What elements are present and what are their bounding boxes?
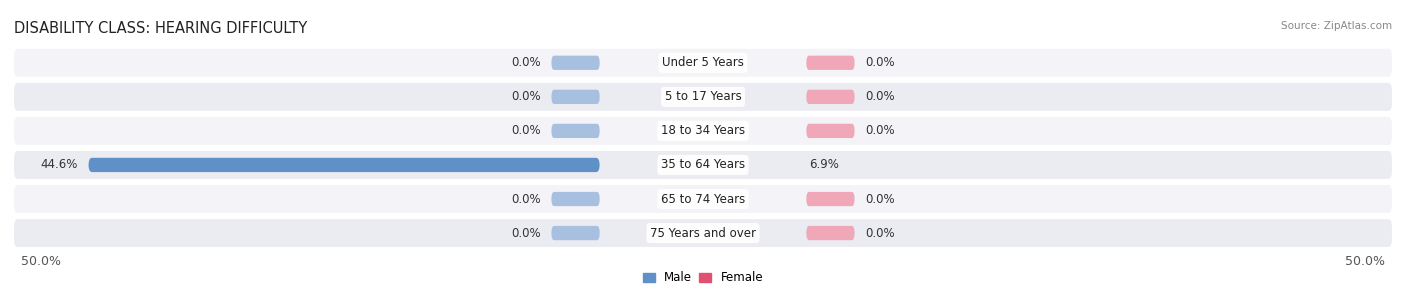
FancyBboxPatch shape: [807, 90, 855, 104]
Text: 50.0%: 50.0%: [1346, 255, 1385, 268]
Text: DISABILITY CLASS: HEARING DIFFICULTY: DISABILITY CLASS: HEARING DIFFICULTY: [14, 21, 308, 36]
Text: 18 to 34 Years: 18 to 34 Years: [661, 124, 745, 137]
Text: 65 to 74 Years: 65 to 74 Years: [661, 192, 745, 206]
FancyBboxPatch shape: [14, 117, 1392, 145]
Legend: Male, Female: Male, Female: [638, 267, 768, 289]
FancyBboxPatch shape: [807, 56, 855, 70]
FancyBboxPatch shape: [14, 83, 1392, 111]
FancyBboxPatch shape: [551, 192, 599, 206]
Text: 6.9%: 6.9%: [808, 159, 839, 171]
FancyBboxPatch shape: [807, 124, 855, 138]
FancyBboxPatch shape: [551, 124, 599, 138]
FancyBboxPatch shape: [551, 226, 599, 240]
FancyBboxPatch shape: [14, 219, 1392, 247]
Text: 0.0%: 0.0%: [510, 192, 540, 206]
FancyBboxPatch shape: [89, 158, 599, 172]
Text: 0.0%: 0.0%: [510, 56, 540, 69]
FancyBboxPatch shape: [14, 49, 1392, 77]
Text: 75 Years and over: 75 Years and over: [650, 227, 756, 239]
Text: 50.0%: 50.0%: [21, 255, 60, 268]
Text: 0.0%: 0.0%: [866, 90, 896, 103]
Text: 0.0%: 0.0%: [510, 227, 540, 239]
Text: Under 5 Years: Under 5 Years: [662, 56, 744, 69]
FancyBboxPatch shape: [551, 56, 599, 70]
Text: 0.0%: 0.0%: [866, 56, 896, 69]
FancyBboxPatch shape: [807, 226, 855, 240]
Text: 35 to 64 Years: 35 to 64 Years: [661, 159, 745, 171]
FancyBboxPatch shape: [14, 185, 1392, 213]
FancyBboxPatch shape: [551, 90, 599, 104]
Text: 0.0%: 0.0%: [866, 227, 896, 239]
Text: 44.6%: 44.6%: [39, 159, 77, 171]
Text: 0.0%: 0.0%: [866, 124, 896, 137]
Text: 5 to 17 Years: 5 to 17 Years: [665, 90, 741, 103]
Text: Source: ZipAtlas.com: Source: ZipAtlas.com: [1281, 21, 1392, 31]
FancyBboxPatch shape: [14, 151, 1392, 179]
FancyBboxPatch shape: [807, 192, 855, 206]
Text: 0.0%: 0.0%: [510, 124, 540, 137]
Text: 0.0%: 0.0%: [510, 90, 540, 103]
Text: 0.0%: 0.0%: [866, 192, 896, 206]
